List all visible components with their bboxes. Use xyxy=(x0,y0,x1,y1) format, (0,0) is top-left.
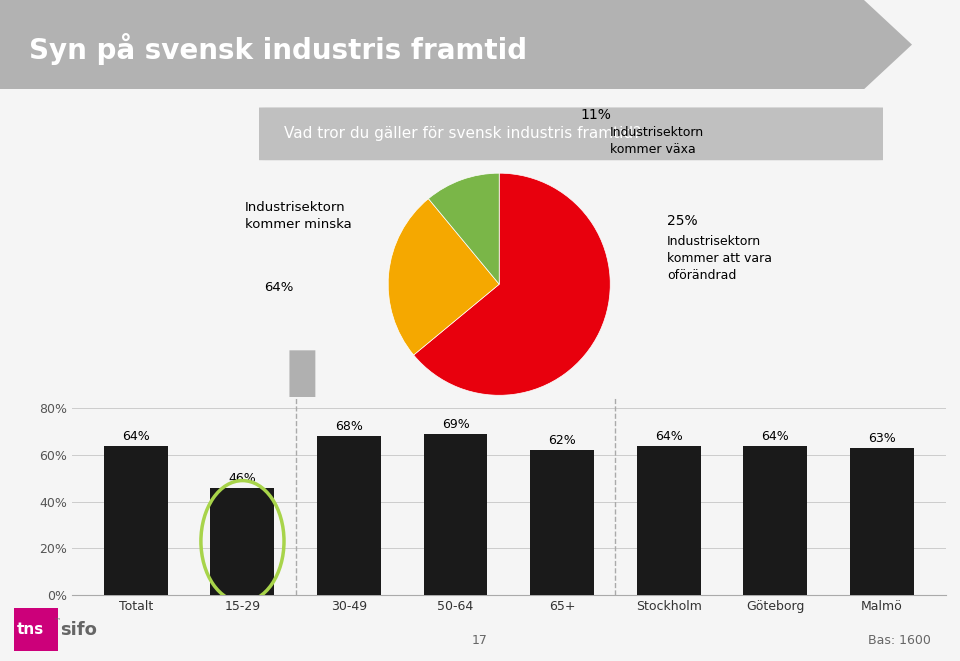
Polygon shape xyxy=(0,0,912,89)
Text: 25%: 25% xyxy=(667,214,698,228)
Text: Industrisektorn
kommer minska: Industrisektorn kommer minska xyxy=(245,202,351,231)
Bar xyxy=(530,450,594,595)
Text: 63%: 63% xyxy=(868,432,896,445)
Bar xyxy=(317,436,381,595)
Text: 64%: 64% xyxy=(655,430,683,443)
Polygon shape xyxy=(272,350,333,443)
Text: 11%: 11% xyxy=(581,108,612,122)
Text: Industrisektorn
kommer att vara
oförändrad: Industrisektorn kommer att vara oförändr… xyxy=(667,235,772,282)
Bar xyxy=(423,434,488,595)
Text: 64%: 64% xyxy=(761,430,789,443)
Text: ™: ™ xyxy=(55,617,61,623)
Text: 17: 17 xyxy=(472,635,488,648)
Text: 68%: 68% xyxy=(335,420,363,434)
Bar xyxy=(14,608,59,651)
Bar xyxy=(850,448,914,595)
Text: 62%: 62% xyxy=(548,434,576,447)
Text: 46%: 46% xyxy=(228,472,256,485)
Text: 64%: 64% xyxy=(122,430,150,443)
Wedge shape xyxy=(414,173,611,395)
Text: tns: tns xyxy=(17,622,44,637)
Wedge shape xyxy=(428,173,499,284)
Text: Bas: 1600: Bas: 1600 xyxy=(869,635,931,648)
FancyBboxPatch shape xyxy=(253,108,889,160)
Text: 69%: 69% xyxy=(442,418,469,431)
Bar xyxy=(743,446,807,595)
Text: sifo: sifo xyxy=(60,621,98,639)
Bar xyxy=(210,488,275,595)
Text: Industrisektorn
kommer växa: Industrisektorn kommer växa xyxy=(610,126,704,155)
Bar xyxy=(104,446,168,595)
Bar xyxy=(636,446,701,595)
Text: Vad tror du gäller för svensk industris framtid?: Vad tror du gäller för svensk industris … xyxy=(284,126,641,141)
Wedge shape xyxy=(388,199,499,355)
Text: 64%: 64% xyxy=(264,281,294,294)
Text: Syn på svensk industris framtid: Syn på svensk industris framtid xyxy=(29,33,527,65)
